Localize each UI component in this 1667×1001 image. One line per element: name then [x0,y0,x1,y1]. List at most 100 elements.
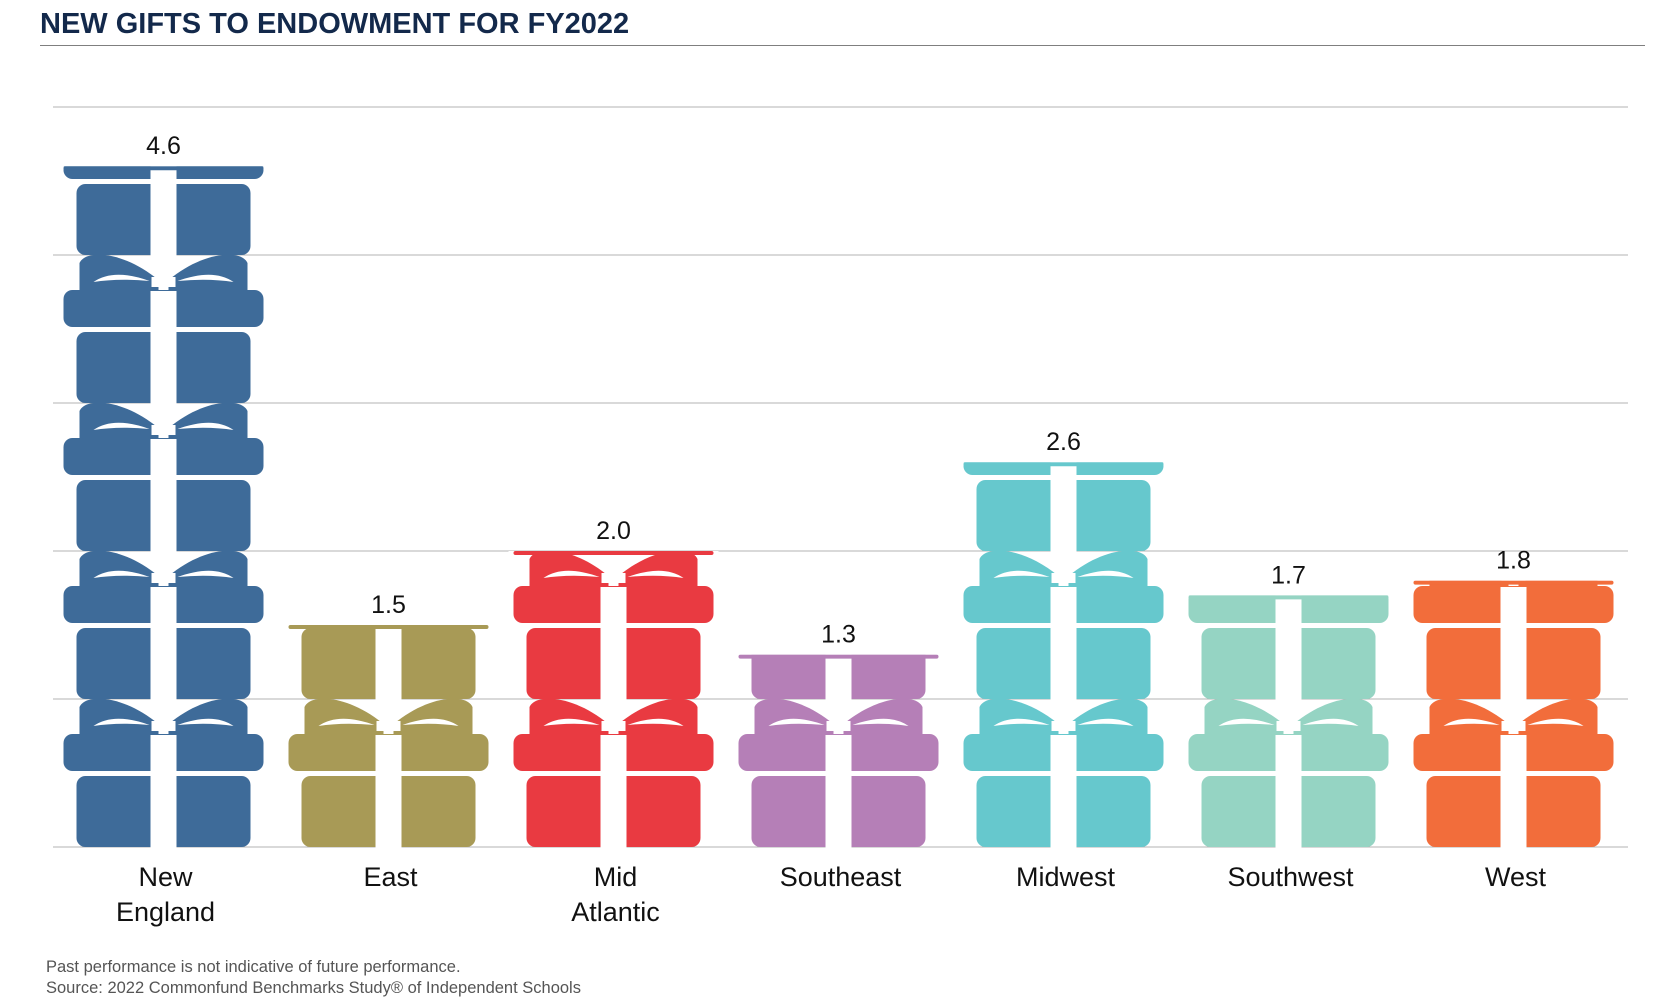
category-label: Southeast [780,862,902,892]
gift-bow-left [79,254,159,292]
chart-title: NEW GIFTS TO ENDOWMENT FOR FY2022 [40,8,630,40]
gift-bow-highlight [1444,571,1500,578]
gift-ribbon [375,735,402,848]
gift-bow-highlight [93,570,150,578]
gift-bow-left [1204,698,1284,736]
bar-mid-atlantic [508,551,719,848]
gift-bow-left [529,551,609,588]
gift-bow-highlight [403,571,459,578]
gift-ribbon [150,587,177,700]
gift-bow-right [168,254,248,292]
value-label: 1.5 [371,591,406,619]
gift-bow-highlight [177,422,234,430]
gift-bow-right [168,550,248,588]
bar-top-cap [513,551,714,555]
gift-bow-left [979,550,1059,588]
gift-knot [376,721,401,731]
bar-top-cap [738,654,939,659]
bar-new-england [58,127,269,848]
gift-ribbon [1275,735,1302,848]
gift-bow-highlight [1218,718,1275,726]
category-label: Midwest [1016,862,1116,892]
gift-ribbon [1050,735,1077,848]
gift-bow-highlight [543,570,600,578]
gift-bow-highlight [852,718,909,726]
gift-ribbon [1050,462,1077,552]
bar-midwest [958,423,1169,848]
gift-bow-right [168,402,248,440]
gift-bow-highlight [1077,570,1134,578]
gift-bow-right [1518,698,1598,736]
value-label: 2.6 [1046,428,1081,456]
gift-bow-left [1429,698,1509,736]
gift-knot [1051,721,1076,731]
bar-top-cap [63,166,264,171]
gift-ribbon [1050,587,1077,700]
gift-knot [601,721,626,731]
bar-top-cap [963,462,1164,467]
gift-knot [151,277,176,287]
bar-southeast [733,551,944,848]
labels-layer: 4.6 New England 1.5 East 2.0 Mid Atlantic 1.3 Sou… [116,132,1547,927]
bar-top-cap [1188,595,1389,600]
gift-lid [739,586,939,623]
bar-east [283,551,494,848]
gift-ribbon [150,439,177,552]
title-divider [40,45,1645,46]
gift-bow-highlight [177,570,234,578]
gift-knot [1276,721,1301,731]
gift-bow-highlight [93,718,150,726]
gift-ribbon [825,654,852,700]
gift-ribbon [150,735,177,848]
gift-bow-right [618,551,698,588]
gift-bow-left [79,698,159,736]
gift-bow-right [394,551,473,588]
category-label: Southwest [1227,862,1354,892]
category-label: Mid [594,862,638,892]
gift-bow-highlight [1443,718,1500,726]
gift-bow-right [1068,698,1148,736]
gift-bow-right [618,698,698,736]
bar-southwest [1183,571,1394,848]
bar-west [1408,571,1619,848]
gift-bow-left [304,698,384,736]
category-label: East [363,862,418,892]
bars-layer [58,127,1619,848]
gift-bow-highlight [1078,423,1134,430]
gift-bow-highlight [318,718,375,726]
gift-knot [151,425,176,435]
gift-ribbon [1275,595,1302,700]
gift-knot [1501,721,1526,731]
gift-bow-highlight [1077,718,1134,726]
gift-knot [826,721,851,731]
gift-bow-highlight [853,571,909,578]
category-label: England [116,897,215,927]
value-label: 4.6 [146,132,181,160]
gift-ribbon [150,166,177,256]
gift-ribbon [600,735,627,848]
gift-bow-highlight [1528,571,1584,578]
category-label: New [138,862,193,892]
gift-bow-right [844,551,923,588]
gift-bow-highlight [93,422,150,430]
gift-bow-left [79,402,159,440]
category-label: Atlantic [571,897,660,927]
gift-bow-highlight [177,718,234,726]
bar-top-cap [1413,580,1614,585]
gift-bow-left [754,698,834,736]
gift-bow-left [305,551,384,588]
gift-ribbon [375,625,402,700]
gift-bow-highlight [1219,571,1275,578]
value-label: 1.7 [1271,561,1306,589]
gift-bow-highlight [993,718,1050,726]
gift-bow-highlight [994,423,1050,430]
gift-bow-highlight [1303,571,1359,578]
gift-bow-highlight [627,570,684,578]
gift-bow-highlight [94,127,150,134]
gift-knot [1051,573,1076,583]
gift-bow-highlight [768,718,825,726]
gift-bow-left [79,550,159,588]
gift-knot [827,573,851,583]
gift-bow-highlight [543,718,600,726]
